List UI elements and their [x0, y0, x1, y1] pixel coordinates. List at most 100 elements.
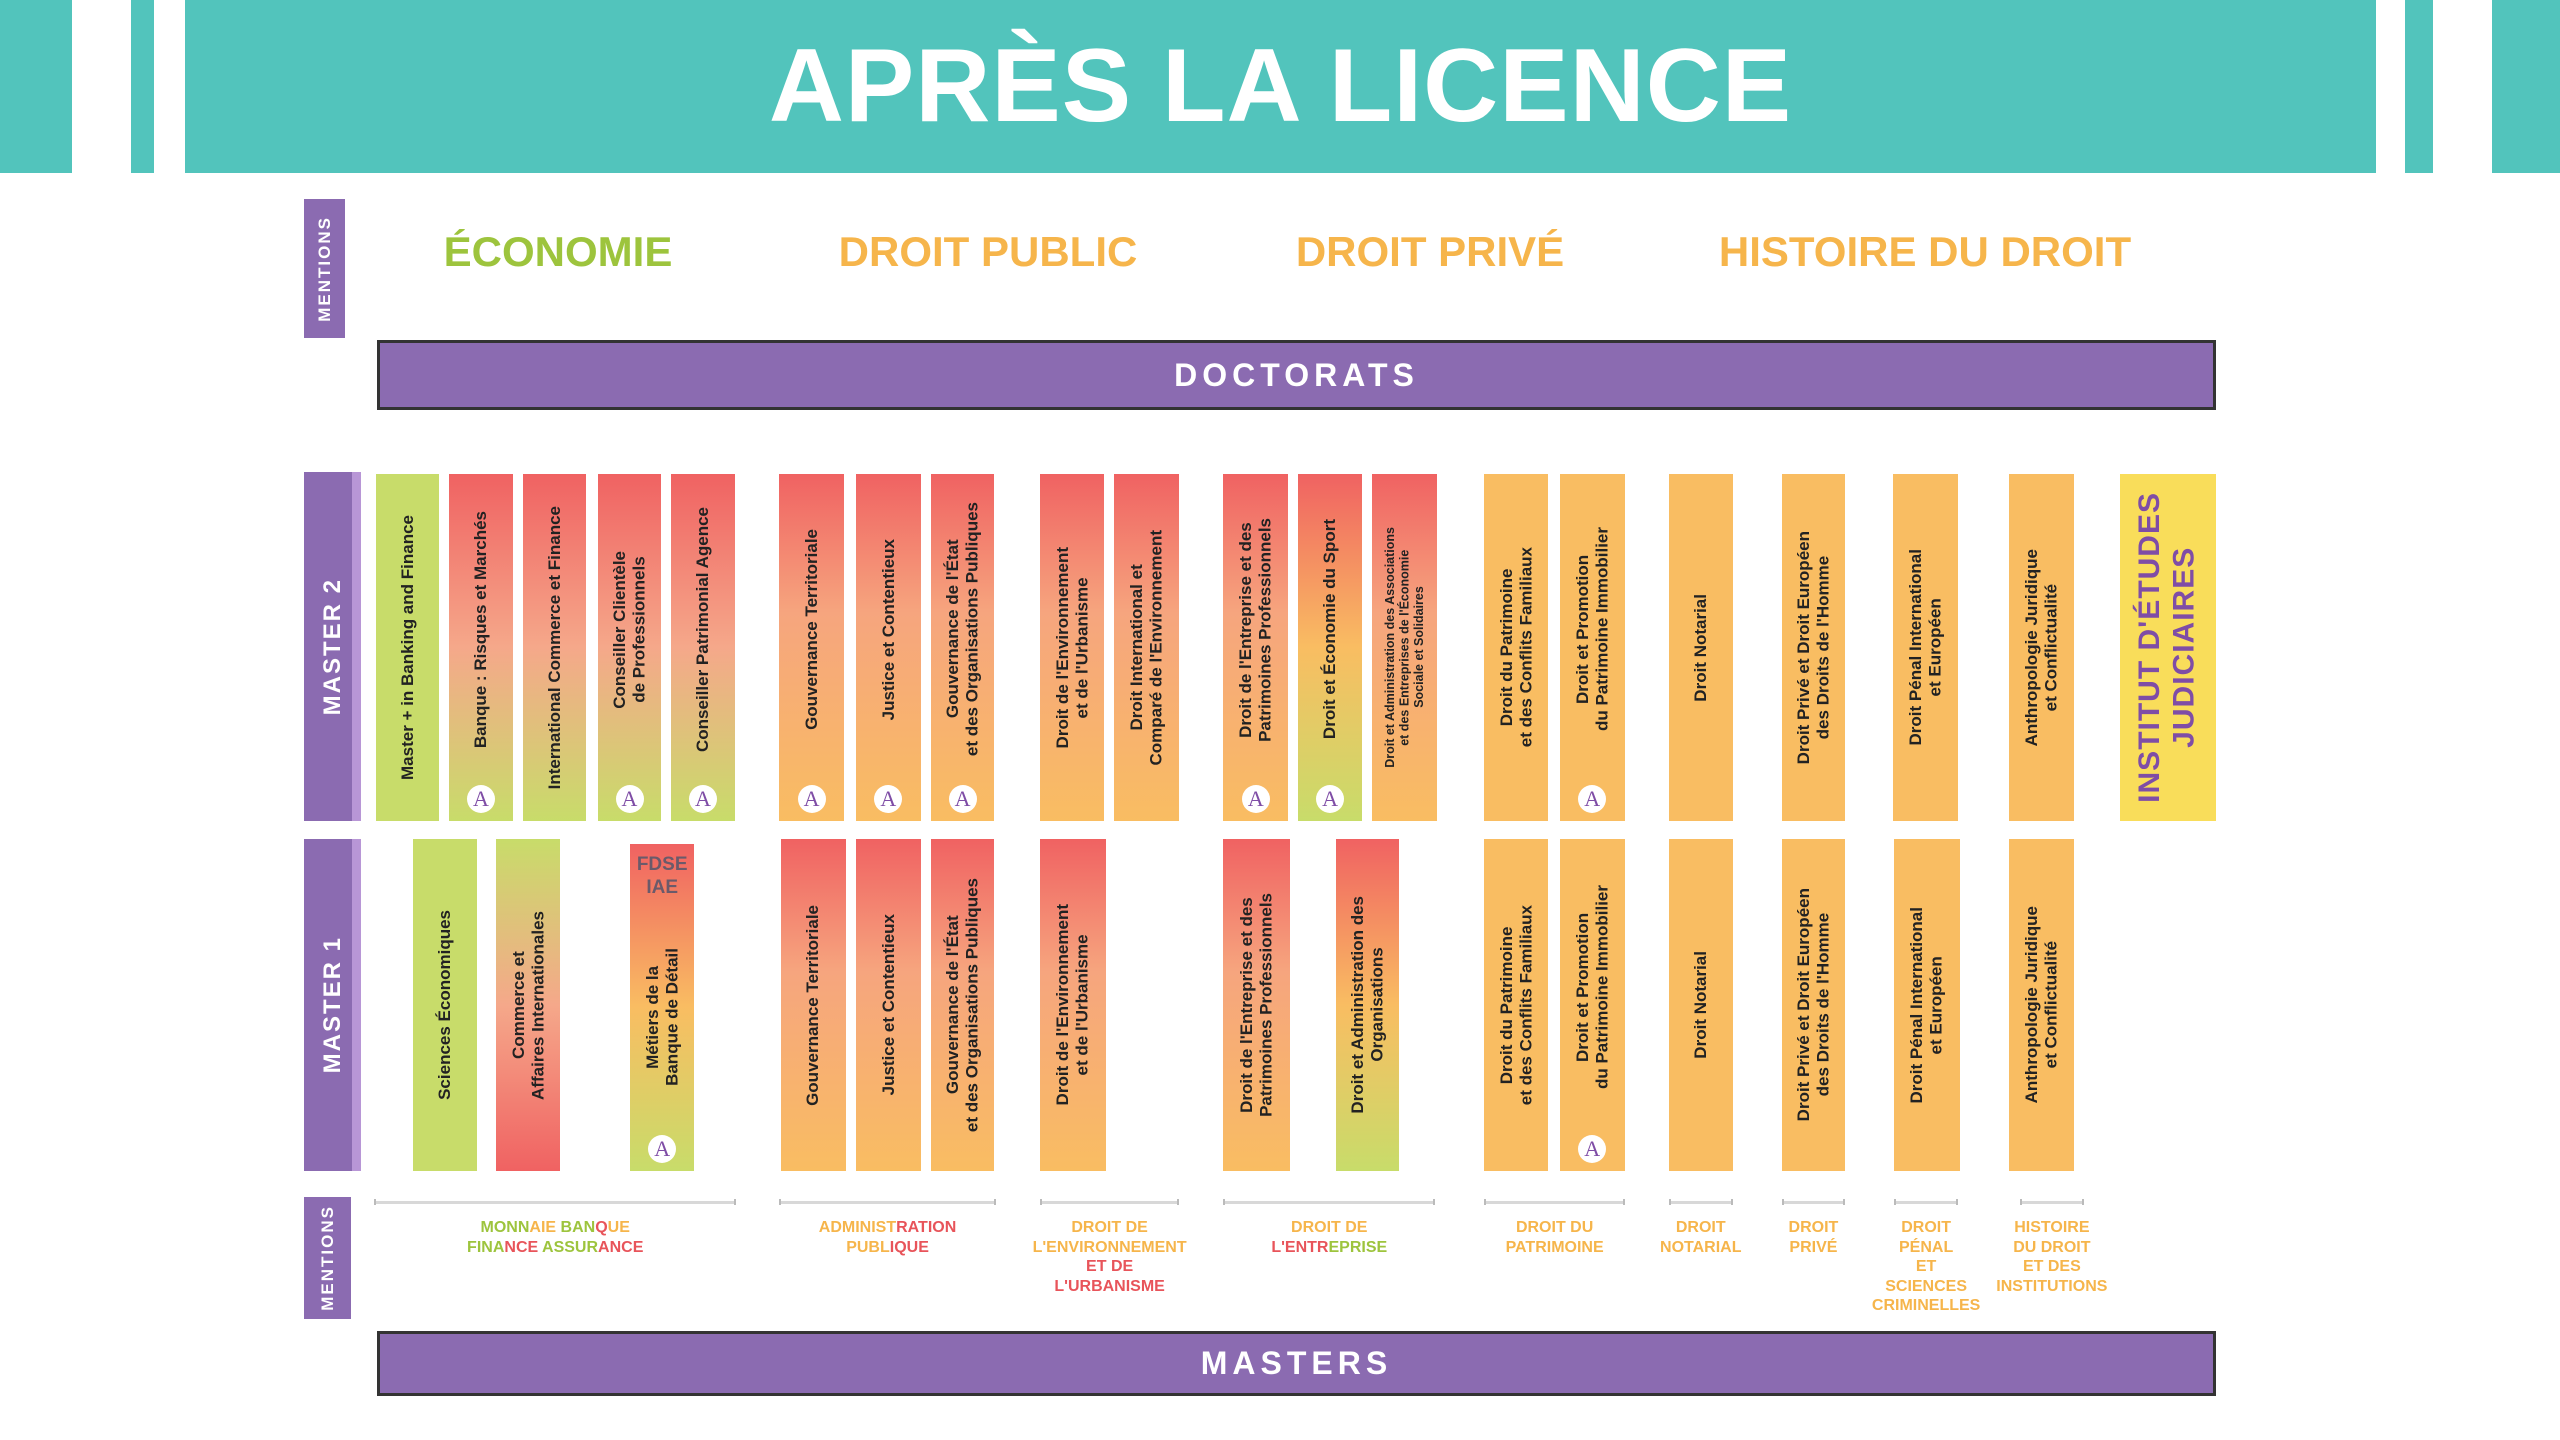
program-name: Sciences Économiques	[435, 910, 455, 1101]
master1-program-card: Droit et Administration des Organisation…	[1335, 839, 1400, 1171]
program-name: Droit et Administration des Organisation…	[1348, 896, 1387, 1114]
program-name: Droit Notarial	[1690, 951, 1710, 1059]
mention-droit-prive: DROIT PRIVÉ	[1295, 228, 1565, 275]
program-name: International Commerce et Finance	[544, 505, 564, 790]
mention-bracket	[1894, 1199, 1958, 1205]
master2-program-card: Conseiller Clientèle de Professionnels A	[597, 473, 662, 822]
header-stripe	[0, 0, 72, 173]
program-name: Gouvernance de l'État et des Organisatio…	[943, 878, 982, 1133]
program-name: Droit International et Comparé de l'Envi…	[1126, 529, 1166, 766]
program-name: Commerce et Affaires Internationales	[508, 910, 548, 1100]
program-name: INSTITUT D'ÉTUDES JUDICIAIRES	[2133, 492, 2201, 803]
mention-bracket	[1484, 1199, 1625, 1205]
master2-program-card: International Commerce et Finance	[522, 473, 587, 822]
mention-bracket	[1668, 1199, 1733, 1205]
program-name: Droit Pénal International et Européen	[1905, 549, 1945, 746]
mention-bracket	[778, 1199, 997, 1205]
master1-program-card: Droit et Promotion du Patrimoine Immobil…	[1559, 839, 1625, 1171]
program-name: Justice et Contentieux	[878, 914, 898, 1096]
mention-label: DROIT PRIVÉ	[1788, 1219, 1839, 1256]
master1-program-card: Gouvernance Territoriale	[780, 839, 846, 1171]
program-name: Gouvernance Territoriale	[803, 904, 823, 1106]
master2-program-card: Droit Pénal International et Européen	[1892, 473, 1958, 822]
master2-program-card: Justice et Contentieux A	[855, 473, 921, 822]
institution-tag: FDSE IAE	[636, 854, 688, 899]
master1-program-card: Droit de l'Entreprise et des Patrimoines…	[1223, 839, 1291, 1171]
apprenticeship-badge-icon: A	[648, 1134, 677, 1163]
program-name: Anthropologie Juridique et Conflictualit…	[2021, 906, 2061, 1104]
master2-program-card: Droit Notarial	[1668, 473, 1733, 822]
header-stripe	[2405, 0, 2433, 173]
mentions-bottom-label: MENTIONS	[304, 1197, 351, 1319]
master2-label: MASTER 2	[304, 472, 361, 821]
master2-program-card: Droit International et Comparé de l'Envi…	[1113, 473, 1180, 822]
program-name: Droit Privé et Droit Européen des Droits…	[1793, 530, 1833, 765]
master1-program-card: FDSE IAE Métiers de la Banque de Détail A	[630, 844, 694, 1171]
mention-economie: ÉCONOMIE	[443, 228, 673, 275]
mention-label: HISTOIRE DU DROIT ET DES INSTITUTIONS	[1996, 1219, 2108, 1295]
apprenticeship-badge-icon: A	[688, 785, 717, 814]
program-name: Droit et Économie du Sport	[1320, 519, 1340, 740]
program-name: Droit de l'Entreprise et des Patrimoines…	[1236, 517, 1275, 742]
apprenticeship-badge-icon: A	[1578, 1134, 1607, 1163]
mention-label: DROIT PÉNAL ET SCIENCES CRIMINELLES	[1871, 1219, 1981, 1315]
header-stripe	[2492, 0, 2560, 173]
apprenticeship-badge-icon: A	[797, 785, 826, 814]
mention-bracket	[373, 1199, 737, 1205]
program-name: Droit Notarial	[1690, 593, 1710, 702]
program-name: Droit de l'Environnement et de l'Urbanis…	[1052, 546, 1092, 749]
mention-label: MONNAIE BANQUE FINANCE ASSURANCE	[467, 1219, 644, 1256]
page-title: APRÈS LA LICENCE	[768, 28, 1793, 144]
master1-program-card: Sciences Économiques	[413, 839, 477, 1171]
program-name: Droit du Patrimoine et des Conflits Fami…	[1496, 547, 1536, 748]
master2-program-card: Anthropologie Juridique et Conflictualit…	[2008, 473, 2074, 822]
apprenticeship-badge-icon: A	[1316, 785, 1345, 814]
mention-bracket	[1223, 1199, 1436, 1205]
program-name: Conseiller Patrimonial Agence	[693, 506, 713, 752]
mentions-top-label: MENTIONS	[304, 199, 345, 338]
master1-program-card: Anthropologie Juridique et Conflictualit…	[2008, 839, 2074, 1171]
program-name: Banque : Risques et Marchés	[471, 510, 491, 749]
master1-program-card: Droit Notarial	[1668, 839, 1733, 1171]
master2-program-card: Droit et Économie du Sport A	[1298, 473, 1362, 822]
master2-program-card: Gouvernance de l'État et des Organisatio…	[930, 473, 995, 822]
program-name: Droit et Administration des Associations…	[1382, 527, 1426, 768]
master1-program-card: Droit Pénal International et Européen	[1894, 839, 1960, 1171]
mention-label: DROIT DE L'ENVIRONNEMENT ET DE L'URBANISME	[1032, 1219, 1187, 1295]
master1-program-card: Droit de l'Environnement et de l'Urbanis…	[1040, 839, 1106, 1171]
master1-program-card: Gouvernance de l'État et des Organisatio…	[930, 839, 995, 1171]
masters-bar: MASTERS	[377, 1331, 2216, 1396]
master1-program-card: Commerce et Affaires Internationales	[496, 839, 561, 1171]
program-name: Justice et Contentieux	[878, 538, 898, 721]
mention-label: DROIT DE L'ENTREPRISE	[1271, 1219, 1388, 1256]
program-name: Droit et Promotion du Patrimoine Immobil…	[1572, 885, 1612, 1090]
program-name: Droit Pénal International et Européen	[1907, 906, 1946, 1104]
header-stripe	[131, 0, 154, 173]
apprenticeship-badge-icon: A	[615, 785, 644, 814]
master2-program-card: Droit et Promotion du Patrimoine Immobil…	[1559, 473, 1625, 822]
apprenticeship-badge-icon: A	[1578, 785, 1607, 814]
doctorats-bar: DOCTORATS	[377, 340, 2216, 410]
mention-label: DROIT DU PATRIMOINE	[1505, 1219, 1604, 1256]
program-name: Métiers de la Banque de Détail	[642, 948, 682, 1087]
program-name: Conseiller Clientèle de Professionnels	[609, 550, 649, 709]
apprenticeship-badge-icon: A	[874, 785, 903, 814]
header-band	[185, 0, 2376, 173]
master1-label: MASTER 1	[304, 839, 361, 1171]
apprenticeship-badge-icon: A	[1241, 785, 1270, 814]
program-name: Droit et Promotion du Patrimoine Immobil…	[1572, 527, 1612, 732]
master2-program-card: Master + in Banking and Finance	[375, 473, 440, 822]
program-name: Anthropologie Juridique et Conflictualit…	[2021, 548, 2061, 747]
program-name: Master + in Banking and Finance	[397, 514, 417, 780]
program-name: Gouvernance Territoriale	[801, 529, 821, 730]
master2-program-card: Droit du Patrimoine et des Conflits Fami…	[1484, 473, 1549, 822]
master2-program-card: Droit Privé et Droit Européen des Droits…	[1781, 473, 1846, 822]
apprenticeship-badge-icon: A	[466, 785, 495, 814]
program-name: Droit de l'Entreprise et des Patrimoines…	[1237, 893, 1276, 1118]
program-name: Droit de l'Environnement et de l'Urbanis…	[1053, 904, 1092, 1106]
program-name: Gouvernance de l'État et des Organisatio…	[943, 502, 982, 757]
mention-histoire-du-droit: HISTOIRE DU DROIT	[1718, 228, 2132, 275]
mention-bracket	[1040, 1199, 1180, 1205]
master1-program-card: Justice et Contentieux	[855, 839, 921, 1171]
master1-program-card: Droit Privé et Droit Européen des Droits…	[1781, 839, 1846, 1171]
